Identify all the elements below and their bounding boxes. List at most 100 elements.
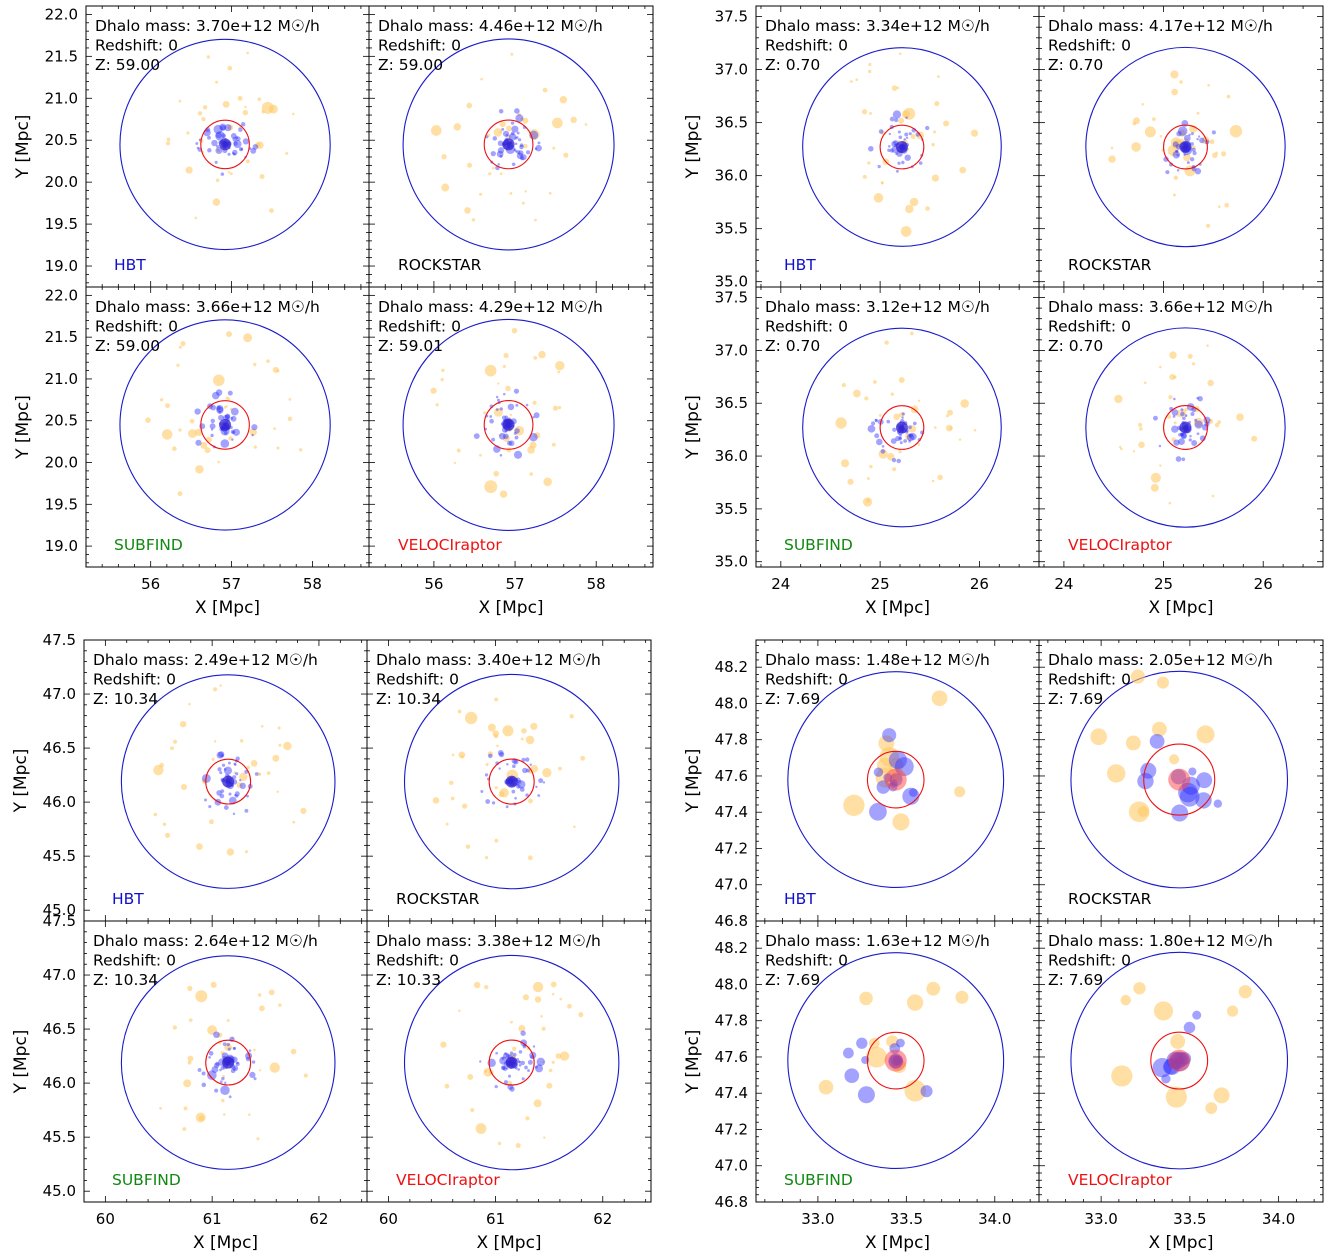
satellite-particle — [1108, 155, 1116, 163]
subhalo-particle — [537, 141, 541, 145]
subhalo-particle — [516, 136, 519, 139]
satellite-particle — [456, 448, 461, 453]
satellite-particle — [898, 377, 905, 384]
redshift-label: Redshift: 0 — [93, 671, 176, 689]
finder-label: ROCKSTAR — [396, 890, 480, 908]
subhalo-particle — [501, 1057, 505, 1060]
z-label: Z: 59.00 — [95, 337, 160, 355]
subhalo-particle — [248, 1049, 252, 1052]
satellite-particle — [931, 174, 940, 182]
satellite-particle — [256, 1137, 260, 1141]
satellite-particle — [464, 711, 478, 725]
x-tick-label: 24 — [1054, 575, 1073, 593]
z-label: Z: 59.01 — [378, 337, 443, 355]
subhalo-particle — [1186, 161, 1190, 165]
subhalo-particle — [1149, 734, 1165, 749]
subhalo-particle — [514, 796, 517, 800]
satellite-particle — [188, 429, 197, 438]
satellite-particle — [1191, 362, 1196, 366]
plot-area — [1070, 951, 1289, 1170]
subhalo-particle — [235, 135, 239, 140]
subhalo-particle — [514, 108, 520, 114]
satellite-particle — [893, 413, 900, 421]
satellite-particle — [194, 216, 198, 220]
satellite-particle — [899, 412, 905, 418]
satellite-particle — [522, 994, 529, 1001]
subhalo-particle — [233, 762, 237, 766]
satellite-particle — [1150, 483, 1159, 492]
dhalo-mass-label: Dhalo mass: 3.66e+12 M☉/h — [95, 298, 320, 316]
satellite-particle — [859, 991, 873, 1006]
satellite-particle — [552, 405, 559, 411]
satellite-particle — [278, 1003, 282, 1007]
satellite-particle — [484, 1069, 488, 1073]
subhalo-particle — [901, 412, 905, 416]
subhalo-particle — [521, 757, 526, 762]
satellite-particle — [548, 1068, 553, 1073]
subhalo-particle — [1197, 135, 1201, 138]
finder-label: HBT — [784, 256, 816, 274]
redshift-label: Redshift: 0 — [95, 37, 178, 55]
subhalo-particle — [1188, 438, 1192, 442]
satellite-particle — [1207, 418, 1214, 424]
satellite-particle — [835, 417, 847, 429]
satellite-particle — [517, 112, 521, 117]
outer-radius-circle — [1070, 951, 1289, 1170]
central-halo-marker — [1179, 141, 1192, 154]
satellite-particle — [520, 737, 524, 741]
satellite-particle — [471, 218, 476, 222]
satellite-particle — [532, 400, 537, 405]
satellite-particle — [1119, 445, 1122, 449]
subhalo-particle — [1190, 157, 1195, 162]
subhalo-particle — [234, 763, 237, 766]
satellite-particle — [550, 981, 557, 988]
subhalo-particle — [513, 759, 519, 765]
subhalo-particle — [876, 438, 883, 446]
subhalo-particle — [215, 1061, 220, 1067]
satellite-particle — [183, 1106, 188, 1111]
satellite-particle — [159, 1107, 162, 1110]
satellite-particle — [494, 697, 499, 702]
subhalo-particle — [519, 787, 525, 792]
subhalo-particle — [1180, 411, 1185, 417]
satellite-particle — [525, 1116, 530, 1121]
y-tick-label: 19.0 — [45, 537, 78, 555]
satellite-particle — [866, 498, 871, 503]
satellite-particle — [555, 1053, 562, 1059]
y-tick-label: 47.4 — [715, 803, 748, 821]
z-label: Z: 59.00 — [95, 56, 160, 74]
subhalo-particle — [898, 135, 903, 140]
subhalo-particle — [533, 412, 540, 419]
subhalo-particle — [251, 424, 258, 431]
satellite-particle — [1206, 223, 1211, 228]
satellite-particle — [1159, 464, 1162, 467]
satellite-particle — [484, 364, 497, 377]
panel-top-left-subfind: 56 57 58 X [Mpc] 19.0 19.5 20.0 20.5 21.0 21.5 22.… — [13, 286, 370, 618]
outer-radius-circle — [120, 955, 336, 1170]
satellite-particle — [853, 389, 861, 398]
satellite-particle — [503, 352, 509, 359]
subhalo-particle — [1188, 767, 1197, 776]
tick-marks — [1039, 286, 1324, 567]
y-tick-label: 21.0 — [45, 370, 78, 388]
y-tick-label: 47.0 — [715, 876, 748, 894]
satellite-particle — [872, 380, 877, 384]
redshift-label: Redshift: 0 — [95, 318, 178, 336]
satellite-particle — [205, 436, 212, 443]
satellite-particle — [248, 1113, 251, 1116]
satellite-particle — [869, 464, 873, 469]
subhalo-particle — [515, 114, 524, 123]
subhalo-particle — [521, 1077, 525, 1081]
satellite-particle — [1183, 153, 1191, 162]
subhalo-particle — [217, 767, 222, 772]
subhalo-particle — [897, 161, 901, 165]
satellite-particle — [261, 110, 265, 114]
subhalo-particle — [1195, 792, 1212, 809]
satellite-particle — [502, 364, 506, 369]
satellite-particle — [498, 791, 505, 798]
satellite-particle — [908, 425, 917, 433]
subhalo-particle — [538, 778, 544, 784]
satellite-particle — [1133, 117, 1140, 125]
satellite-particle — [538, 350, 546, 359]
subhalo-particle — [1191, 440, 1198, 446]
